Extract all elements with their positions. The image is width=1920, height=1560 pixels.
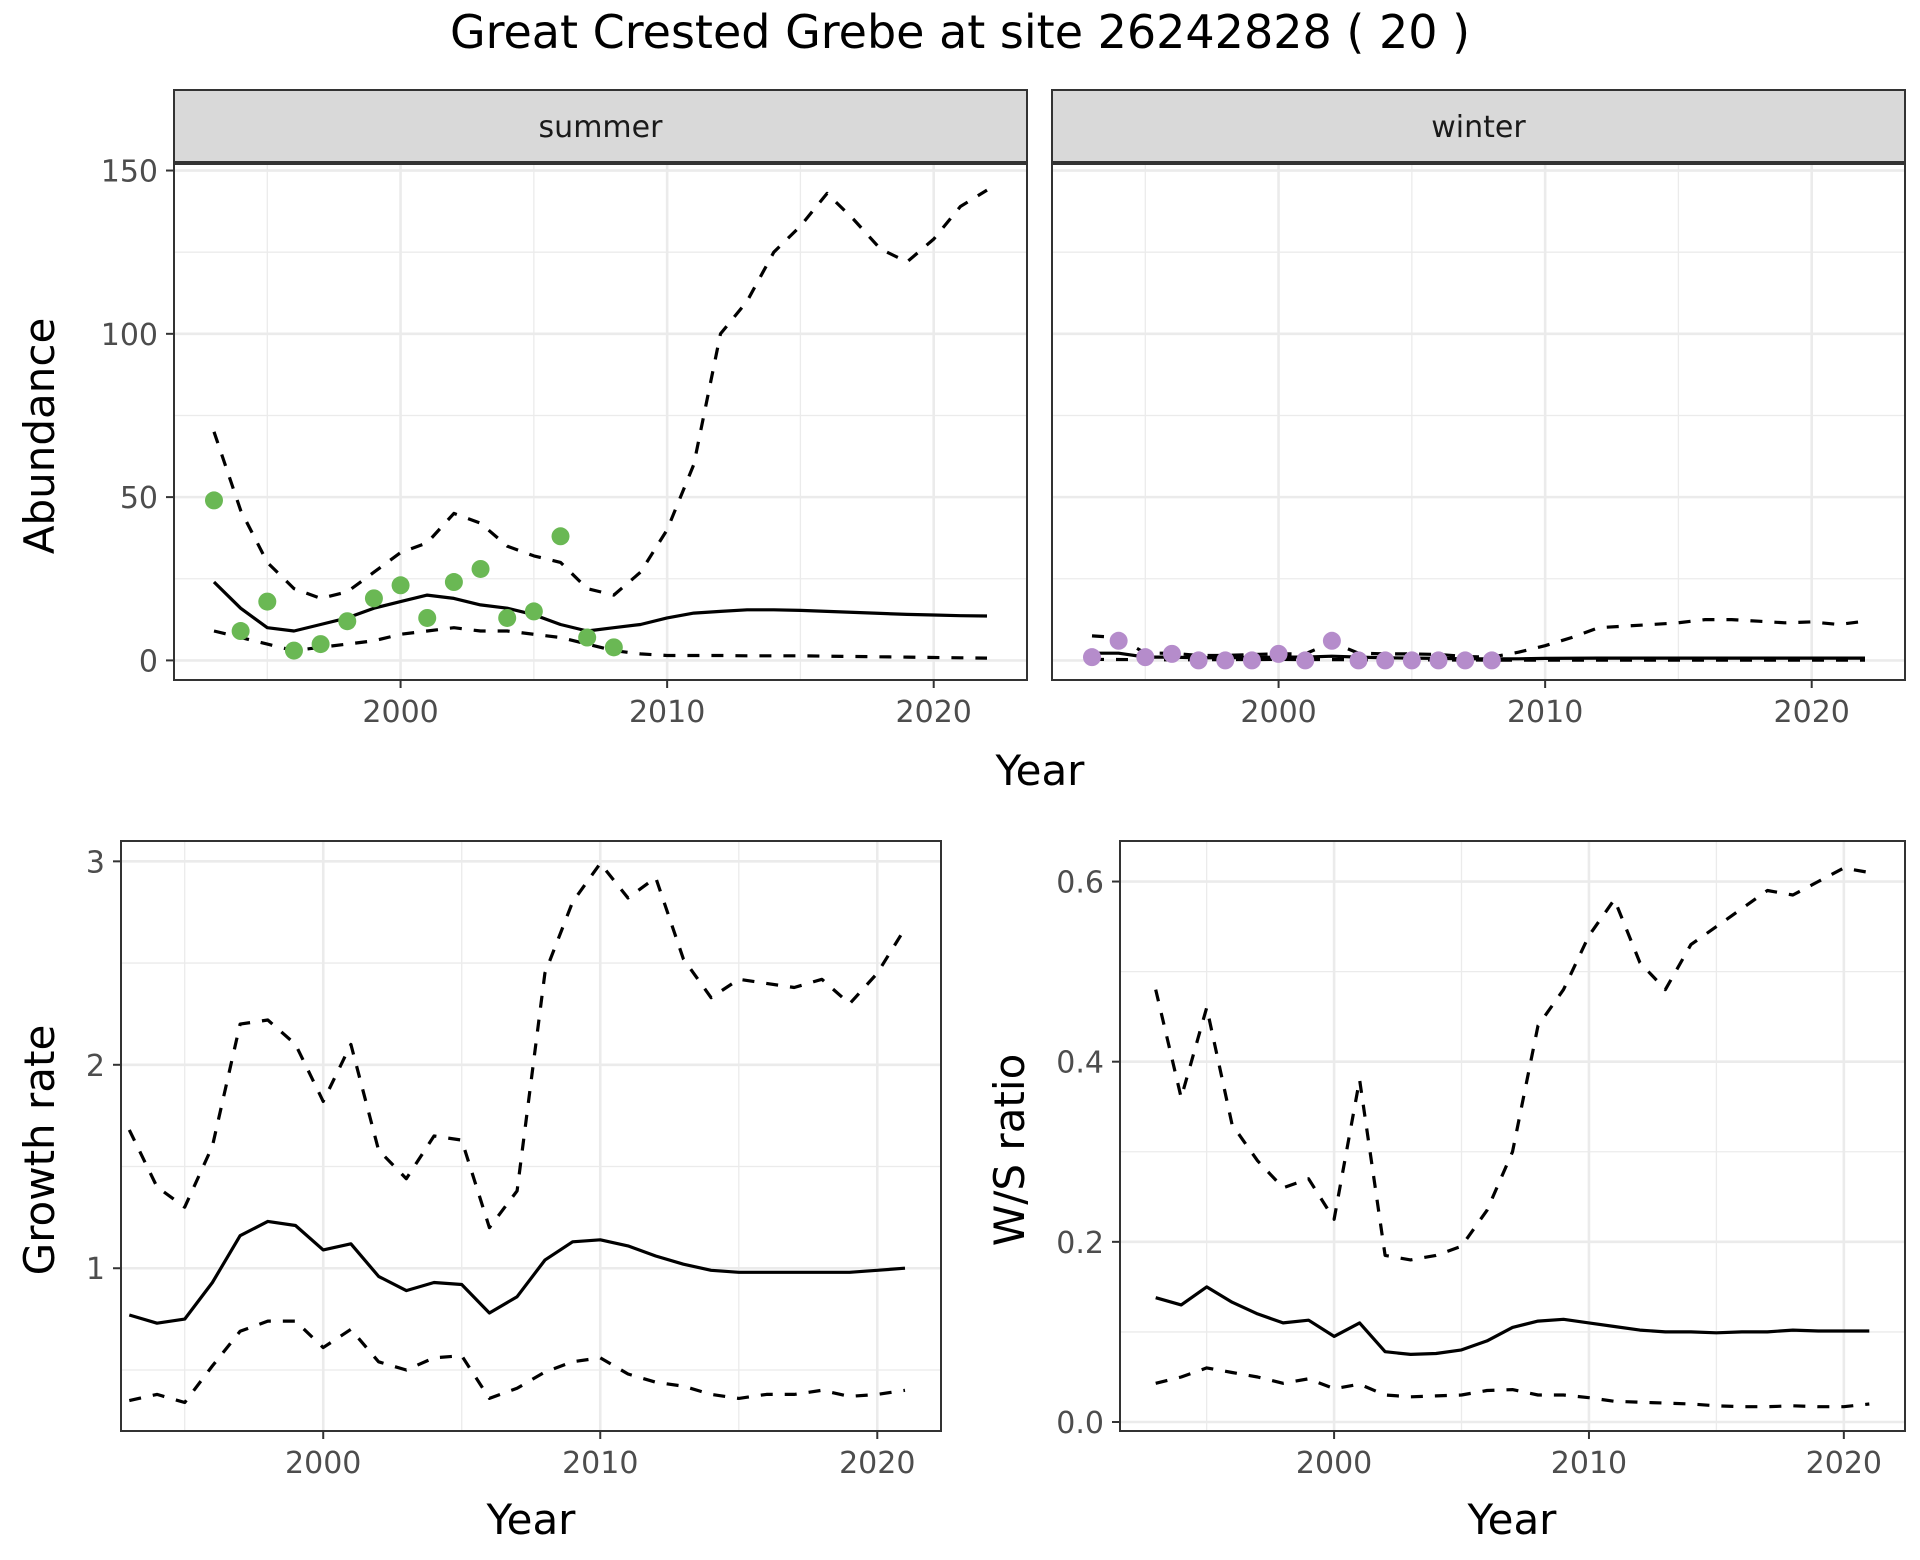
x-tick-label: 2010	[1507, 695, 1583, 730]
figure-title: Great Crested Grebe at site 26242828 ( 2…	[450, 5, 1470, 59]
series-line-dashed-1	[1154, 866, 1870, 1262]
data-point	[604, 638, 623, 657]
data-point	[391, 576, 410, 595]
data-point	[524, 602, 543, 621]
y-tick-label: 0	[139, 644, 158, 679]
data-point	[1216, 651, 1235, 670]
panel-border	[1051, 163, 1906, 681]
y-tick-label: 0.4	[1056, 1046, 1104, 1081]
data-point	[1429, 651, 1448, 670]
data-point	[444, 573, 463, 592]
y-tick-label: 100	[101, 318, 158, 353]
data-point	[1456, 651, 1475, 670]
data-point	[1322, 631, 1341, 650]
series-line-dashed-1	[1091, 618, 1866, 659]
x-tick-label: 2010	[1551, 1446, 1627, 1481]
data-point	[364, 589, 383, 608]
data-point	[1402, 651, 1421, 670]
x-axis-title: Year	[995, 746, 1086, 795]
strip-summer	[173, 89, 1028, 163]
x-tick-label: 2020	[1806, 1446, 1882, 1481]
data-point	[1376, 651, 1395, 670]
data-point	[418, 608, 437, 627]
x-tick-label: 2020	[1774, 695, 1850, 730]
series-line-dashed-1	[212, 188, 988, 600]
panel-background	[121, 841, 941, 1431]
data-point	[1242, 651, 1261, 670]
series-line-solid-0	[1155, 1285, 1870, 1356]
data-point	[284, 641, 303, 660]
data-point	[498, 608, 517, 627]
strip-winter	[1051, 89, 1906, 163]
x-tick-label: 2020	[896, 695, 972, 730]
panel-background	[174, 164, 1027, 680]
strip-label-winter: winter	[1431, 110, 1526, 145]
panel-border	[173, 163, 1028, 681]
x-tick-label: 2000	[1296, 1446, 1372, 1481]
y-axis-title: Growth rate	[15, 1025, 64, 1276]
series-line-dashed-2	[213, 626, 988, 660]
data-point	[1482, 651, 1501, 670]
panel-winter: winter 2000 2010 2020	[1051, 89, 1906, 730]
series-line-dashed-2	[128, 1319, 906, 1405]
data-point	[1109, 631, 1128, 650]
data-point	[1269, 644, 1288, 663]
x-tick-label: 2010	[629, 695, 705, 730]
data-point	[471, 559, 490, 578]
data-point	[338, 612, 357, 631]
data-point	[1296, 651, 1315, 670]
data-point	[1189, 651, 1208, 670]
x-tick-label: 2010	[562, 1446, 638, 1481]
data-point	[1162, 644, 1181, 663]
data-point	[578, 628, 597, 647]
data-point	[1082, 648, 1101, 667]
y-axis-title: Abundance	[15, 318, 64, 555]
panel-border	[1119, 840, 1906, 1432]
data-point	[1349, 651, 1368, 670]
data-point	[1136, 648, 1155, 667]
y-tick-label: 0.2	[1056, 1226, 1104, 1261]
y-tick-label: 150	[101, 155, 158, 190]
y-axis-title: W/S ratio	[985, 1054, 1034, 1247]
x-tick-label: 2000	[285, 1446, 361, 1481]
panel-background	[1052, 164, 1905, 680]
panel-border	[120, 840, 942, 1432]
data-point	[551, 527, 570, 546]
panel-ratio: 2000 2010 2020 0.0 0.2 0.4 0.6 Year W/S ratio	[985, 840, 1906, 1544]
data-point	[204, 491, 223, 510]
panel-summer: summer 2000 2010 2020 0 50 100 150 Year Abundance	[15, 89, 1086, 795]
x-tick-label: 2000	[362, 695, 438, 730]
y-tick-label: 50	[120, 481, 158, 516]
data-point	[231, 622, 250, 641]
panel-growth: 2000 2010 2020 1 2 3 Year Growth rate	[15, 840, 942, 1544]
data-point	[258, 592, 277, 611]
x-axis-title: Year	[486, 1495, 577, 1544]
series-line-dashed-1	[127, 861, 907, 1230]
panels: summer 2000 2010 2020 0 50 100 150 Year Abundance…	[15, 89, 1906, 1544]
x-axis-title: Year	[1467, 1495, 1558, 1544]
y-tick-label: 0.6	[1056, 866, 1104, 901]
series-line-solid-0	[128, 1219, 906, 1325]
series-line-dashed-2	[1155, 1366, 1870, 1409]
x-tick-label: 2020	[839, 1446, 915, 1481]
x-tick-label: 2000	[1240, 695, 1316, 730]
strip-label-summer: summer	[539, 110, 664, 145]
y-tick-label: 0.0	[1056, 1406, 1104, 1441]
panel-background	[1120, 841, 1905, 1431]
y-tick-label: 1	[86, 1252, 105, 1287]
y-tick-label: 3	[86, 845, 105, 880]
y-tick-label: 2	[86, 1049, 105, 1084]
data-point	[311, 635, 330, 654]
